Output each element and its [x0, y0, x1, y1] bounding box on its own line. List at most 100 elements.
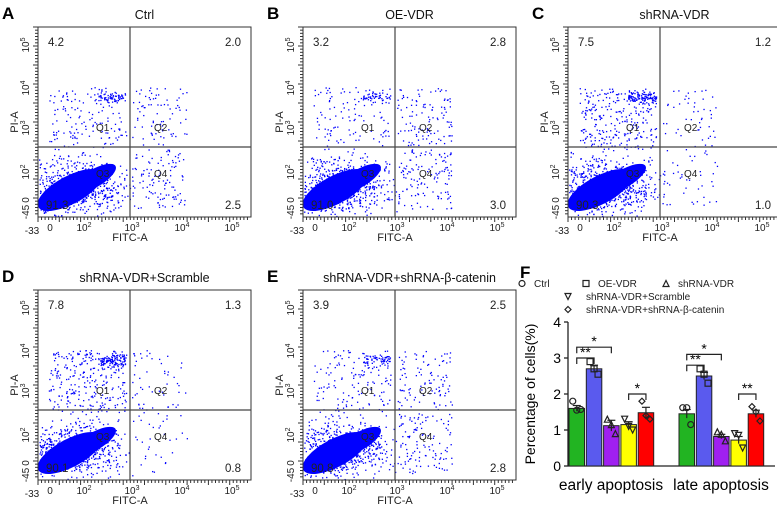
- event-dot: [322, 189, 325, 191]
- event-dot: [634, 192, 636, 194]
- event-dot: [88, 111, 90, 114]
- event-dot: [604, 164, 607, 166]
- event-dot: [363, 120, 365, 122]
- event-dot: [54, 207, 56, 209]
- event-dot: [81, 123, 83, 125]
- event-dot: [69, 443, 71, 445]
- event-dot: [640, 95, 643, 97]
- event-dot: [372, 172, 374, 174]
- event-dot: [98, 99, 100, 102]
- event-dot: [67, 183, 69, 186]
- event-dot: [399, 89, 401, 91]
- event-dot: [357, 179, 359, 181]
- event-dot: [144, 457, 147, 460]
- event-dot: [322, 180, 324, 182]
- event-dot: [77, 195, 79, 197]
- event-dot: [406, 106, 408, 109]
- event-dot: [319, 194, 321, 197]
- event-dot: [599, 118, 601, 121]
- event-dot: [65, 198, 67, 200]
- event-dot: [578, 198, 580, 200]
- event-dot: [635, 194, 637, 197]
- event-dot: [57, 197, 60, 199]
- event-dot: [580, 201, 582, 203]
- event-dot: [122, 97, 124, 99]
- event-dot: [141, 126, 144, 128]
- quadrant-value-q4: 0.8: [225, 463, 241, 475]
- y-axis-label: PI-A: [274, 111, 286, 133]
- event-dot: [595, 119, 598, 121]
- event-dot: [117, 354, 119, 356]
- event-dot: [597, 208, 600, 210]
- event-dot: [102, 166, 104, 168]
- event-dot: [95, 387, 97, 389]
- event-dot: [615, 94, 618, 96]
- event-dot: [324, 117, 326, 119]
- event-dot: [60, 158, 63, 160]
- event-dot: [59, 443, 62, 445]
- event-dot: [601, 211, 603, 213]
- event-dot: [103, 93, 105, 96]
- event-dot: [604, 139, 606, 141]
- event-dot: [69, 449, 71, 451]
- event-dot: [84, 184, 86, 186]
- event-dot: [694, 102, 696, 104]
- event-dot: [642, 97, 644, 100]
- event-dot: [652, 98, 654, 100]
- event-dot: [68, 460, 71, 462]
- event-dot: [61, 214, 63, 217]
- event-dot: [93, 164, 95, 166]
- event-dot: [93, 203, 96, 205]
- event-dot: [591, 143, 594, 145]
- event-dot: [115, 459, 118, 462]
- event-dot: [64, 108, 66, 110]
- event-dot: [711, 96, 714, 98]
- event-dot: [415, 114, 418, 116]
- event-dot: [50, 454, 53, 456]
- event-dot: [69, 189, 71, 191]
- event-dot: [50, 182, 53, 184]
- event-dot: [114, 372, 117, 374]
- event-dot: [162, 205, 164, 207]
- event-dot: [92, 445, 94, 448]
- event-dot: [83, 437, 85, 439]
- event-dot: [67, 468, 69, 470]
- event-dot: [118, 447, 121, 450]
- event-dot: [125, 354, 128, 356]
- event-dot: [334, 449, 337, 452]
- event-dot: [92, 372, 95, 375]
- event-dot: [643, 181, 645, 183]
- event-dot: [624, 185, 626, 188]
- event-dot: [341, 179, 343, 181]
- event-dot: [684, 98, 686, 100]
- event-dot: [617, 182, 620, 184]
- event-dot: [352, 207, 354, 209]
- event-dot: [326, 192, 328, 194]
- event-dot: [321, 194, 323, 196]
- event-dot: [49, 378, 51, 381]
- event-dot: [63, 448, 66, 450]
- event-dot: [110, 211, 112, 213]
- event-dot: [107, 94, 109, 97]
- event-dot: [712, 173, 714, 175]
- event-dot: [320, 111, 322, 114]
- event-dot: [326, 145, 329, 147]
- event-dot: [70, 190, 73, 193]
- event-dot: [329, 193, 332, 195]
- event-dot: [714, 136, 716, 138]
- event-dot: [53, 193, 56, 196]
- event-dot: [634, 210, 636, 212]
- event-dot: [91, 442, 94, 444]
- event-dot: [113, 209, 115, 211]
- event-dot: [173, 376, 175, 379]
- event-dot: [146, 168, 148, 171]
- event-dot: [62, 197, 64, 199]
- event-dot: [73, 198, 76, 200]
- event-dot: [135, 436, 137, 438]
- event-dot: [94, 121, 96, 124]
- event-dot: [87, 467, 89, 469]
- event-dot: [617, 192, 619, 194]
- event-dot: [96, 431, 98, 434]
- event-dot: [643, 169, 645, 172]
- event-dot: [42, 203, 44, 205]
